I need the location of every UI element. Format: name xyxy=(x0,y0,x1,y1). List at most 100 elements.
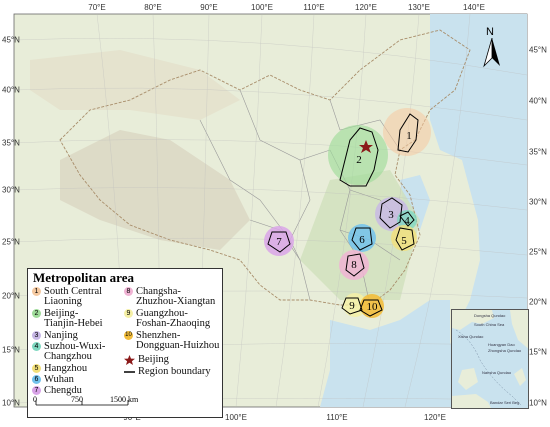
legend-title: Metropolitan area xyxy=(33,270,134,285)
star-icon xyxy=(124,355,135,365)
region-label-7: 7 xyxy=(276,236,282,248)
legend-item-10: 10 Shenzhen- Dongguan-Huizhou xyxy=(124,330,220,351)
beijing-star xyxy=(359,140,373,153)
region-label-10: 10 xyxy=(367,301,379,313)
legend-item-5: 5 Hangzhou xyxy=(32,363,88,374)
region-halo-1 xyxy=(383,108,431,156)
legend-badge: 4 xyxy=(32,342,41,351)
left-tick: 25°N xyxy=(2,237,20,247)
legend-item-boundary: Region boundary xyxy=(124,366,211,377)
scale-bar-graphic xyxy=(35,400,129,406)
legend-item-3: 3 Nanjing xyxy=(32,330,78,341)
legend-label: Shenzhen- xyxy=(136,330,181,341)
scale-bar: 0 750 1500 km xyxy=(32,395,157,416)
region-label-6: 6 xyxy=(359,234,365,246)
top-tick: 130°E xyxy=(408,3,430,12)
north-label: N xyxy=(486,26,494,38)
inset-label-scs: South China Sea xyxy=(474,322,505,327)
north-arrow-icon xyxy=(483,38,500,68)
legend-label: Beijing- xyxy=(44,308,79,319)
top-tick: 70°E xyxy=(88,3,106,12)
legend-badge: 9 xyxy=(124,309,133,318)
right-tick: 45°N xyxy=(529,45,547,55)
right-tick: 25°N xyxy=(529,247,547,257)
legend-label: Guangzhou- xyxy=(136,308,188,319)
legend-item-4: 4 Suzhou-Wuxi- Changzhou xyxy=(32,341,106,362)
south-china-sea-inset: Dongsha Qundao South China Sea Xisha Qun… xyxy=(451,309,529,409)
legend-label: Nanjing xyxy=(44,330,78,341)
scale-label-750: 750 xyxy=(71,395,83,404)
legend-item-9: 9 Guangzhou- Foshan-Zhaoqing xyxy=(124,308,211,329)
legend-label: Beijing xyxy=(138,354,169,365)
right-tick: 20°N xyxy=(529,297,547,307)
inset-label-zhongsha: Zhongsha Qundao xyxy=(488,348,522,353)
scale-label-0: 0 xyxy=(33,395,37,404)
scale-label-1500: 1500 km xyxy=(110,395,139,404)
region-label-1: 1 xyxy=(406,130,412,142)
legend-item-7: 7 Chengdu xyxy=(32,385,82,396)
region-label-4: 4 xyxy=(404,215,410,227)
region-label-3: 3 xyxy=(388,209,394,221)
legend-label: Chengdu xyxy=(44,385,82,396)
legend-badge: 10 xyxy=(124,331,133,340)
inset-label-huangyan: Huangyan Dao xyxy=(488,342,515,347)
top-tick: 80°E xyxy=(144,3,162,12)
region-halo-5 xyxy=(391,225,417,251)
inset-label-nansha: Nansha Qundao xyxy=(482,370,512,375)
legend-badge: 5 xyxy=(32,364,41,373)
bottom-tick: 110°E xyxy=(326,413,348,422)
left-tick: 30°N xyxy=(2,185,20,195)
left-tick: 45°N xyxy=(2,35,20,45)
legend-label: Zhuzhou-Xiangtan xyxy=(136,296,216,307)
legend-badge: 7 xyxy=(32,386,41,395)
legend-item-6: 6 Wuhan xyxy=(32,374,74,385)
north-arrow: N xyxy=(482,26,502,68)
inset-label-dongsha: Dongsha Qundao xyxy=(474,313,506,318)
bottom-tick: 120°E xyxy=(424,413,446,422)
line-icon xyxy=(124,371,135,373)
legend-badge: 8 xyxy=(124,287,133,296)
top-tick: 110°E xyxy=(303,3,325,12)
plateau-terrain xyxy=(60,130,250,250)
left-tick: 40°N xyxy=(2,85,20,95)
left-tick: 35°N xyxy=(2,138,20,148)
top-tick: 120°E xyxy=(355,3,377,12)
legend: Metropolitan area 1 South Central Liaonin… xyxy=(27,268,223,418)
desert-terrain xyxy=(30,50,240,120)
inset-map xyxy=(452,310,528,408)
inset-label-xisha: Xisha Qundao xyxy=(458,334,484,339)
left-tick: 10°N xyxy=(2,398,20,408)
top-tick: 140°E xyxy=(463,3,485,12)
legend-label: Foshan-Zhaoqing xyxy=(136,318,211,329)
legend-label: Liaoning xyxy=(44,296,82,307)
top-tick: 90°E xyxy=(200,3,218,12)
region-label-2: 2 xyxy=(356,154,362,166)
legend-item-2: 2 Beijing- Tianjin-Hebei xyxy=(32,308,103,329)
left-tick: 15°N xyxy=(2,345,20,355)
legend-label: Hangzhou xyxy=(44,363,88,374)
legend-badge: 3 xyxy=(32,331,41,340)
legend-label: Region boundary xyxy=(138,366,211,377)
region-label-8: 8 xyxy=(351,259,357,271)
legend-label: Suzhou-Wuxi- xyxy=(44,341,106,352)
legend-item-8: 8 Changsha- Zhuzhou-Xiangtan xyxy=(124,286,216,307)
right-tick: 10°N xyxy=(529,398,547,408)
inset-label-bandar: Bandar Seri Beg xyxy=(490,400,520,405)
region-label-5: 5 xyxy=(401,235,407,247)
region-number-labels: 1 2 3 4 5 6 7 8 9 10 xyxy=(276,130,412,313)
legend-label: Dongguan-Huizhou xyxy=(136,340,220,351)
legend-badge: 6 xyxy=(32,375,41,384)
top-tick: 100°E xyxy=(251,3,273,12)
right-tick: 15°N xyxy=(529,347,547,357)
region-boundaries xyxy=(267,113,419,317)
legend-label: Wuhan xyxy=(44,374,74,385)
region-label-9: 9 xyxy=(349,300,355,312)
china-border xyxy=(59,29,471,306)
legend-item-1: 1 South Central Liaoning xyxy=(32,286,103,307)
legend-badge: 1 xyxy=(32,287,41,296)
right-tick: 40°N xyxy=(529,96,547,106)
legend-badge: 2 xyxy=(32,309,41,318)
legend-label: South Central xyxy=(44,286,103,297)
